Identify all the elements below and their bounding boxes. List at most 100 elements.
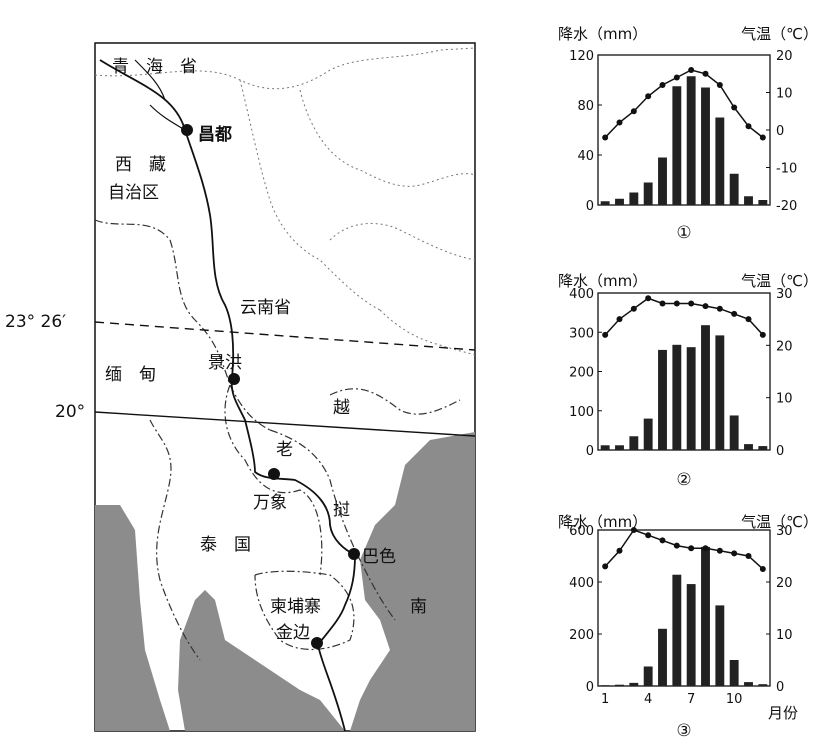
temp-tick-label: -20 — [776, 199, 797, 214]
temp-point — [759, 331, 766, 338]
precip-tick-label: 300 — [569, 326, 594, 341]
temp-point — [716, 305, 723, 312]
temp-point — [673, 542, 680, 549]
temp-tick-label: 10 — [776, 87, 793, 102]
precip-bar — [715, 605, 725, 686]
precip-tick-label: 200 — [569, 366, 594, 381]
temp-tick-label: 20 — [776, 339, 793, 354]
label-vietnam-1: 越 — [333, 398, 350, 418]
andaman-sea — [95, 505, 170, 731]
label-pakse: 巴色 — [362, 547, 396, 567]
chart-id-label: ② — [676, 470, 691, 490]
temp-point — [731, 550, 738, 557]
temp-point — [731, 104, 738, 111]
precip-axis-title: 降水（mm） — [558, 25, 647, 43]
label-xizang-1: 西 藏 — [115, 155, 166, 175]
precip-bar — [744, 196, 753, 205]
precip-bar — [729, 415, 739, 450]
precip-tick-label: 400 — [569, 287, 594, 302]
pakse-dot — [348, 548, 360, 560]
label-myanmar: 缅 甸 — [105, 365, 156, 385]
temp-point — [602, 134, 609, 141]
precip-bar — [686, 584, 696, 686]
chart-frame — [597, 529, 771, 687]
temp-point — [659, 82, 666, 88]
precip-bar — [744, 682, 753, 686]
temp-tick-label: -10 — [776, 162, 797, 177]
temp-tick-label: 10 — [776, 628, 793, 643]
temp-point — [759, 134, 766, 141]
label-cambodia: 柬埔寨 — [270, 597, 321, 617]
precip-bar — [643, 666, 653, 686]
temp-point — [745, 123, 752, 130]
temp-point — [602, 563, 609, 570]
temp-point — [716, 547, 723, 554]
label-thailand: 泰 国 — [200, 535, 251, 555]
precip-bar — [758, 684, 768, 686]
precip-tick-label: 100 — [569, 405, 594, 420]
month-axis-title: 月份 — [768, 704, 798, 722]
temp-point — [659, 537, 666, 544]
precip-tick-label: 200 — [569, 628, 594, 643]
temp-tick-label: 0 — [776, 680, 784, 695]
month-tick-label: 10 — [726, 692, 743, 707]
temp-point — [602, 331, 609, 338]
temp-point — [688, 67, 695, 73]
label-lat-20: 20° — [55, 402, 86, 422]
label-laos-1: 老 — [276, 440, 293, 460]
vientiane-dot — [268, 468, 280, 480]
temp-point — [716, 82, 723, 88]
temp-line — [604, 297, 764, 336]
temp-axis-title: 气温（℃） — [741, 513, 818, 531]
label-changdu: 昌都 — [198, 125, 232, 145]
sea-area — [350, 432, 475, 731]
label-yunnan: 云南省 — [240, 298, 291, 318]
label-vietnam-2: 南 — [410, 597, 427, 617]
precip-bar — [701, 546, 710, 686]
precip-bar — [615, 684, 624, 686]
temp-point — [745, 316, 752, 323]
temp-point — [688, 545, 695, 552]
temp-point — [645, 93, 652, 100]
temp-tick-label: 20 — [776, 576, 793, 591]
gulf-area — [178, 590, 345, 731]
temp-point — [759, 566, 766, 572]
precip-bar — [672, 344, 682, 450]
label-phnompenh: 金边 — [276, 623, 310, 643]
lat20-line — [94, 411, 476, 437]
temp-tick-label: 30 — [776, 287, 793, 302]
temp-tick-label: 20 — [776, 49, 793, 64]
precip-bar — [615, 198, 624, 205]
month-tick-label: 7 — [687, 692, 695, 707]
precip-bar — [715, 335, 725, 450]
month-tick-label: 1 — [601, 692, 609, 707]
precip-bar — [600, 445, 610, 450]
precip-axis-title: 降水（mm） — [558, 513, 647, 531]
temp-point — [702, 70, 709, 77]
province-borders — [94, 47, 476, 356]
precip-bar — [744, 444, 753, 450]
temp-point — [616, 316, 623, 323]
temp-point — [745, 553, 752, 559]
temp-point — [673, 300, 680, 307]
temp-axis-title: 气温（℃） — [741, 272, 818, 290]
precip-bar — [643, 418, 653, 450]
temp-point — [616, 547, 623, 554]
label-laos-2: 挝 — [333, 500, 350, 520]
precip-bar — [658, 157, 667, 205]
precip-tick-label: 0 — [586, 199, 594, 214]
precip-tick-label: 400 — [569, 576, 594, 591]
precip-bar — [672, 574, 682, 686]
precip-bar — [701, 325, 710, 450]
precip-bar — [600, 685, 610, 686]
tropic-line — [94, 321, 476, 351]
chart-id-label: ① — [676, 223, 691, 243]
precip-tick-label: 600 — [569, 524, 594, 539]
label-jinghong: 景洪 — [208, 353, 242, 373]
jinghong-dot — [228, 373, 240, 385]
temp-point — [645, 532, 652, 539]
precip-bar — [658, 628, 667, 686]
